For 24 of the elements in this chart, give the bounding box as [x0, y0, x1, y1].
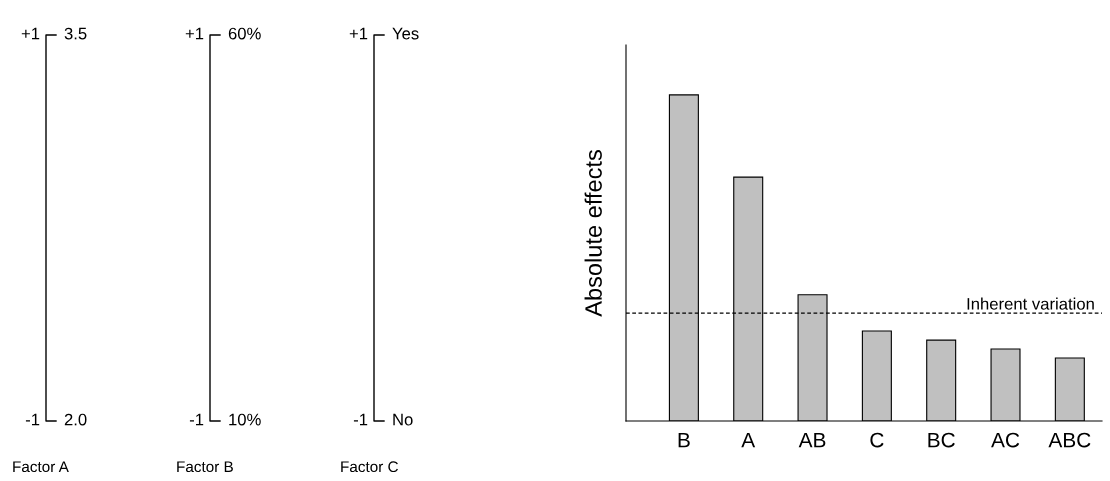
x-tick-label: BC [928, 432, 955, 448]
x-tick-label: AB [798, 432, 826, 448]
text: Factor C [341, 461, 398, 473]
x-tick-label: C [870, 432, 884, 448]
x-tick-label: B [678, 432, 690, 448]
text: Factor A [13, 461, 69, 473]
x-tick-label: A [741, 432, 756, 448]
text: -1 [189, 413, 204, 426]
text: +1 [21, 27, 40, 40]
x-tick-label: ABC [1048, 432, 1091, 448]
text: 2.0 [64, 413, 87, 426]
ref-line-label: Inherent variation [967, 297, 1094, 310]
y-axis-title: Absolute effects [584, 150, 602, 317]
text: Yes [392, 27, 419, 40]
text: No [393, 413, 413, 426]
text: Factor B [177, 461, 233, 473]
x-tick-label: AC [991, 432, 1020, 448]
text: +1 [349, 27, 368, 40]
text: -1 [25, 413, 40, 426]
text: -1 [353, 413, 368, 426]
text: 3.5 [64, 27, 87, 40]
text: +1 [185, 27, 204, 40]
text: 10% [229, 413, 261, 426]
text: 60% [228, 27, 261, 40]
